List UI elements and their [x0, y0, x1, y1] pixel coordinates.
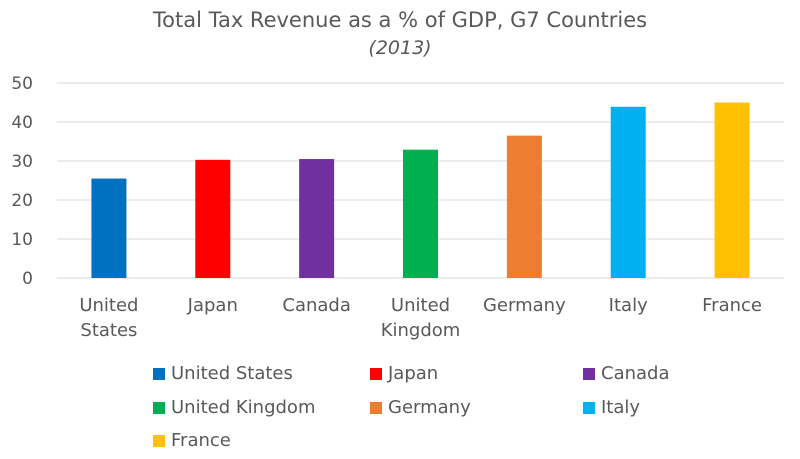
x-category-label: Germany — [483, 295, 566, 316]
legend-item: Japan — [370, 363, 438, 384]
y-tick-label: 20 — [11, 191, 33, 211]
x-category-label: Kingdom — [381, 320, 461, 341]
chart-title: Total Tax Revenue as a % of GDP, G7 Coun… — [152, 8, 648, 32]
legend-swatch — [370, 401, 382, 414]
legend-label: Japan — [388, 363, 439, 384]
chart-subtitle: (2013) — [368, 37, 432, 59]
y-tick-label: 40 — [11, 113, 33, 133]
x-category-label: States — [80, 320, 137, 341]
legend-label: Germany — [388, 397, 471, 418]
y-tick-label: 30 — [11, 152, 33, 172]
legend-swatch — [153, 367, 165, 380]
legend-item: Germany — [370, 397, 471, 418]
legend-item: France — [153, 430, 231, 451]
bar — [506, 135, 542, 278]
legend-item: Italy — [583, 397, 640, 418]
bar — [91, 178, 127, 278]
bar — [610, 106, 646, 278]
legend-label: France — [171, 430, 231, 451]
legend-swatch — [153, 401, 165, 414]
legend-swatch — [583, 401, 595, 414]
bar — [195, 159, 231, 278]
legend-swatch — [583, 367, 595, 380]
x-category-label: Italy — [609, 295, 648, 316]
legend-label: United Kingdom — [171, 397, 316, 418]
bar — [403, 149, 438, 278]
y-axis-ticks: 0 10 20 30 40 50 — [11, 74, 33, 289]
x-category-label: United — [391, 295, 450, 316]
legend-swatch — [370, 367, 382, 380]
y-tick-label: 0 — [22, 269, 33, 289]
legend-label: Italy — [601, 397, 641, 418]
bar — [714, 102, 750, 278]
x-category-label: France — [702, 295, 762, 316]
legend-item: Canada — [583, 363, 670, 384]
y-tick-label: 50 — [11, 74, 33, 94]
legend-item: United Kingdom — [153, 397, 315, 418]
x-category-label: Japan — [187, 295, 238, 316]
bars — [91, 102, 750, 278]
x-category-label: United — [79, 295, 138, 316]
y-tick-label: 10 — [11, 230, 33, 250]
legend-label: United States — [171, 363, 293, 384]
legend-label: Canada — [601, 363, 670, 384]
bar — [299, 159, 335, 278]
x-axis-categories: United States Japan Canada United Kingdom Germ… — [79, 295, 762, 341]
legend-swatch — [153, 434, 165, 447]
x-category-label: Canada — [282, 295, 351, 316]
legend-item: United States — [153, 363, 293, 384]
